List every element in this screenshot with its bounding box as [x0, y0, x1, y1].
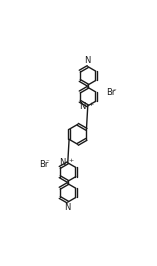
Text: N: N: [79, 102, 85, 111]
Text: N: N: [59, 158, 65, 167]
Text: N: N: [85, 56, 91, 65]
Text: ⁻: ⁻: [45, 160, 49, 166]
Text: N: N: [65, 203, 71, 212]
Text: +: +: [68, 158, 74, 163]
Text: ⁻: ⁻: [112, 88, 116, 94]
Text: +: +: [89, 102, 94, 107]
Text: Br: Br: [106, 88, 116, 97]
Text: Br: Br: [39, 160, 49, 169]
